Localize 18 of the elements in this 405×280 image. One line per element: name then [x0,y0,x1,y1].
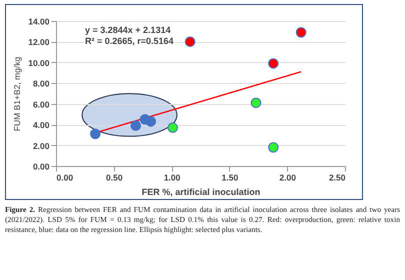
y-tick-label: 4.00 [32,120,50,130]
y-tick-label: 8.00 [32,78,50,89]
x-tick-label: 0.00 [56,172,74,182]
annotation: R² = 0.2665, r=0.5164 [84,36,175,47]
x-tick-label: 2.50 [328,172,346,182]
x-tick-label: 0.50 [106,172,123,182]
y-tick-label: 10.00 [28,58,50,68]
y-tick-label: 14.00 [28,16,50,26]
y-tick-label: 2.00 [32,140,50,151]
y-tick-label: 0.00 [32,162,50,172]
y-tick-label: 12.00 [28,37,50,48]
y-tick-label: 6.00 [32,99,50,110]
y-axis-title: FUM B1+B2, mg/kg [12,56,22,132]
x-tick-label: 1.00 [164,172,181,182]
x-tick-label: 2.00 [279,172,296,182]
x-tick-label: 1.50 [222,172,238,182]
annotation: y = 3.2844x + 2.1314 [84,25,172,36]
x-axis-title: FER %, artificial inoculation [142,187,260,197]
